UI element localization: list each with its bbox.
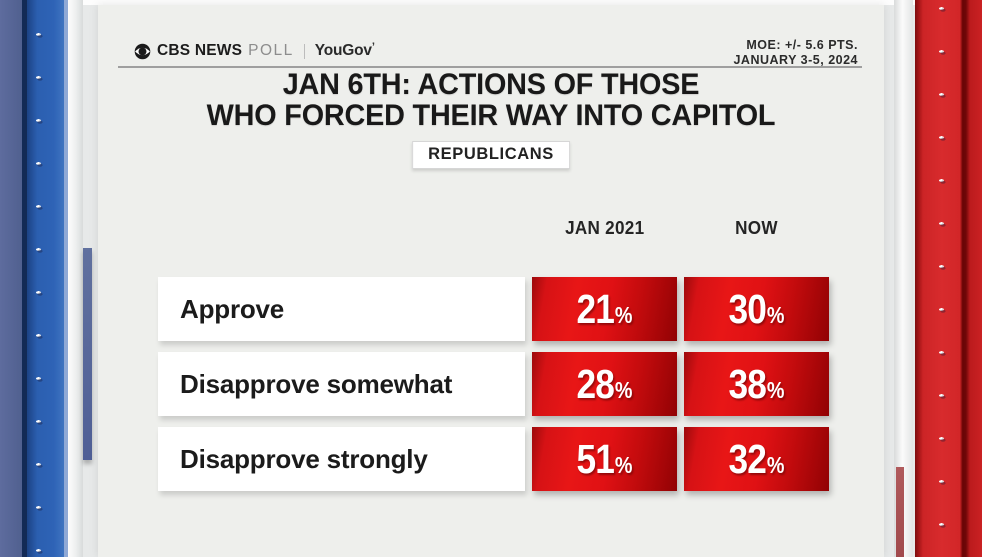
left-blue-sliver xyxy=(83,248,92,460)
poll-dates: JANUARY 3-5, 2024 xyxy=(733,53,858,67)
card-header: CBS NEWS POLL YouGov’ MOE: +/- 5.6 PTS. … xyxy=(134,38,858,68)
title-line-2: WHO FORCED THEIR WAY INTO CAPITOL xyxy=(206,99,776,132)
table-cell-value: 38% xyxy=(684,352,829,416)
table-cell-value: 30% xyxy=(684,277,829,341)
table-row-label: Approve xyxy=(158,277,525,341)
table-cell-value: 32% xyxy=(684,427,829,491)
cbs-eye-icon xyxy=(134,43,151,59)
moe-line: MOE: +/- 5.6 PTS. xyxy=(746,38,858,52)
left-blue-pole xyxy=(27,0,64,557)
right-red-sliver xyxy=(896,467,904,557)
rivet-column-icon xyxy=(33,0,45,557)
brand-poll: POLL xyxy=(248,42,294,59)
column-header-now: NOW xyxy=(735,218,778,238)
header-spacer xyxy=(158,202,525,239)
brand-divider xyxy=(303,43,305,59)
percent-sign: % xyxy=(614,376,633,403)
page-title: JAN 6TH: ACTIONS OF THOSE WHO FORCED THE… xyxy=(98,69,884,131)
table-row-label: Disapprove strongly xyxy=(158,427,525,491)
moe-block: MOE: +/- 5.6 PTS. JANUARY 3-5, 2024 xyxy=(733,38,858,68)
percent-sign: % xyxy=(614,451,633,478)
table-row-label: Disapprove somewhat xyxy=(158,352,525,416)
brand-lockup: CBS NEWS POLL YouGov’ xyxy=(134,38,375,60)
percent-sign: % xyxy=(766,451,785,478)
right-white-strip xyxy=(894,0,913,557)
yougov-mark-icon: ’ xyxy=(371,41,375,53)
table-cell-value: 51% xyxy=(532,427,677,491)
title-line-1: JAN 6TH: ACTIONS OF THOSE xyxy=(282,68,700,101)
table-cell-value: 28% xyxy=(532,352,677,416)
brand-cbs-news: CBS NEWS xyxy=(157,42,243,59)
left-white-strip xyxy=(68,0,83,557)
subgroup-badge: REPUBLICANS xyxy=(412,141,570,169)
right-red-pole xyxy=(915,0,982,557)
poll-table: JAN 2021 NOW Approve 21% 30% Disapprove … xyxy=(158,202,829,491)
percent-sign: % xyxy=(766,301,785,328)
left-backdrop-strip xyxy=(0,0,22,557)
rivet-column-icon xyxy=(936,0,948,557)
header-rule xyxy=(118,66,862,68)
table-cell-value: 21% xyxy=(532,277,677,341)
left-pole-highlight xyxy=(64,0,68,557)
column-header-jan-2021: JAN 2021 xyxy=(564,218,645,238)
left-pole-dark-edge xyxy=(22,0,27,557)
poll-card: CBS NEWS POLL YouGov’ MOE: +/- 5.6 PTS. … xyxy=(98,5,884,557)
top-white-band xyxy=(0,0,982,5)
percent-sign: % xyxy=(766,376,785,403)
brand-yougov: YouGov’ xyxy=(314,41,375,60)
percent-sign: % xyxy=(614,301,633,328)
